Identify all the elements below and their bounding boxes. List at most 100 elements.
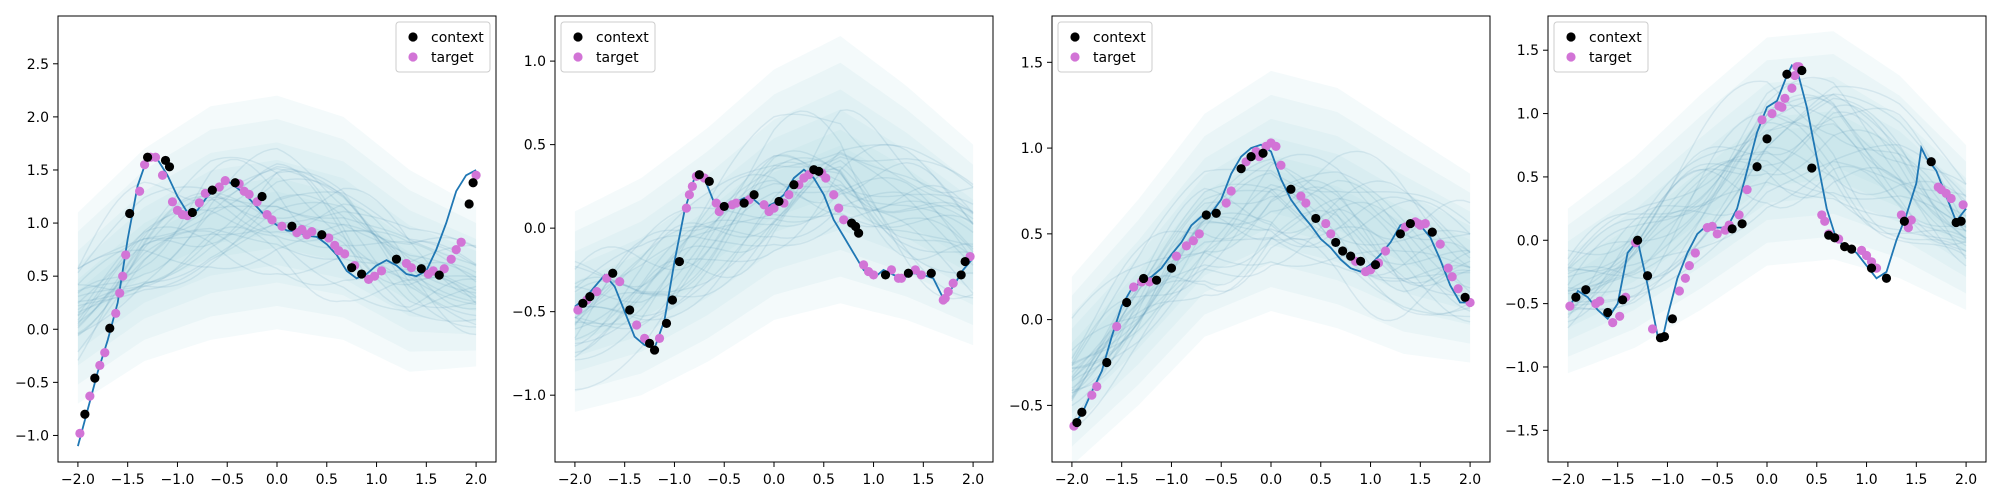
- sample-curve: [77, 165, 477, 335]
- context-point: [667, 295, 678, 305]
- context-point: [1752, 162, 1762, 172]
- target-point: [1946, 193, 1956, 204]
- context-point: [1236, 164, 1246, 174]
- context-point: [956, 270, 966, 280]
- target-point: [1296, 191, 1306, 201]
- sample-curve: [77, 205, 477, 353]
- context-point: [90, 373, 100, 383]
- context-points: [578, 165, 970, 355]
- context-point: [661, 318, 672, 328]
- context-point: [230, 178, 240, 188]
- plot-area: [1069, 70, 1475, 462]
- target-point: [784, 190, 794, 200]
- x-tick-label: −1.5: [1105, 472, 1139, 488]
- sample-curve: [1071, 197, 1471, 400]
- context-point: [719, 201, 729, 212]
- context-point: [1370, 260, 1381, 270]
- target-points: [1069, 138, 1475, 431]
- context-legend-label: context: [1589, 30, 1642, 46]
- target-point: [868, 270, 879, 280]
- x-tick-label: 1.0: [1359, 472, 1381, 488]
- x-tick-label: −1.0: [1650, 472, 1684, 488]
- context-point: [125, 208, 135, 219]
- target-legend-marker: [1566, 52, 1576, 62]
- context-point: [880, 270, 891, 280]
- sample-curve: [1567, 143, 1967, 291]
- context-point: [187, 207, 197, 218]
- target-point: [681, 203, 692, 213]
- sample-curve: [574, 182, 974, 345]
- target-point: [369, 271, 380, 281]
- target-point: [1221, 198, 1231, 208]
- target-point: [324, 233, 334, 243]
- target-point: [100, 348, 110, 358]
- sample-curve: [77, 187, 477, 337]
- y-tick-label: 2.5: [27, 57, 49, 73]
- x-tick-label: 0.0: [763, 472, 785, 488]
- uncertainty-band-6: [574, 145, 974, 330]
- sample-curve: [77, 226, 477, 326]
- context-point: [416, 264, 426, 274]
- sample-curve: [1071, 208, 1471, 392]
- context-point: [142, 152, 153, 162]
- sample-curve: [1071, 172, 1471, 366]
- context-point: [1847, 244, 1857, 254]
- x-tick-label: 0.5: [1310, 472, 1332, 488]
- target-point: [1767, 108, 1777, 119]
- context-point: [1246, 152, 1256, 162]
- target-point: [834, 203, 844, 213]
- context-point: [1866, 263, 1877, 273]
- x-tick-label: 0.5: [1806, 472, 1828, 488]
- sample-curve: [574, 109, 974, 328]
- context-point: [1072, 417, 1082, 428]
- target-point: [200, 188, 210, 198]
- y-tick-label: 0.5: [1517, 170, 1539, 186]
- context-point: [960, 256, 970, 267]
- y-tick-label: −0.5: [15, 375, 49, 391]
- sample-curve: [77, 201, 477, 303]
- context-point: [1201, 210, 1211, 220]
- target-point: [1321, 218, 1331, 229]
- x-tick-label: −2.0: [61, 472, 95, 488]
- sample-curve: [1567, 104, 1967, 311]
- target-points: [1565, 62, 1968, 334]
- context-point: [1166, 263, 1177, 273]
- sample-curve: [1567, 160, 1967, 304]
- sample-curve: [77, 191, 477, 323]
- context-point: [1102, 357, 1112, 368]
- target-point: [277, 221, 287, 231]
- sample-curve: [574, 154, 974, 271]
- context-point: [1807, 163, 1817, 173]
- context-point: [1460, 292, 1470, 302]
- sample-curve: [77, 221, 477, 322]
- target-point: [1326, 229, 1336, 239]
- context-point: [468, 178, 478, 188]
- context-point: [1286, 184, 1296, 194]
- target-point: [1734, 210, 1744, 220]
- sample-curve: [1567, 97, 1967, 329]
- x-tick-label: 2.0: [465, 472, 487, 488]
- x-tick-label: −0.5: [1204, 472, 1238, 488]
- target-point: [95, 360, 105, 370]
- target-point: [1447, 272, 1457, 282]
- uncertainty-band-2: [574, 62, 974, 392]
- sample-curve: [574, 179, 974, 330]
- y-axis-ticks: −1.0 −0.5 0.0 0.5 1.0: [512, 54, 555, 404]
- uncertainty-band-5: [77, 177, 477, 337]
- target-legend-label: target: [596, 50, 639, 66]
- target-point: [214, 182, 224, 192]
- target-point: [446, 254, 456, 264]
- x-tick-label: −2.0: [1551, 472, 1585, 488]
- context-point: [625, 305, 635, 315]
- target-point: [121, 250, 131, 260]
- uncertainty-band-5: [1567, 111, 1967, 316]
- context-point: [1956, 216, 1966, 226]
- sample-curve: [77, 168, 477, 361]
- y-axis-ticks: −1.5 −1.0 −0.5 0.0 0.5 1.0 1.5: [1505, 43, 1548, 439]
- sample-curve: [1071, 189, 1471, 402]
- y-tick-label: 1.0: [27, 216, 49, 232]
- target-point: [1301, 198, 1311, 208]
- uncertainty-band-4: [574, 109, 974, 357]
- function-samples: [77, 147, 477, 361]
- context-point: [1659, 331, 1670, 342]
